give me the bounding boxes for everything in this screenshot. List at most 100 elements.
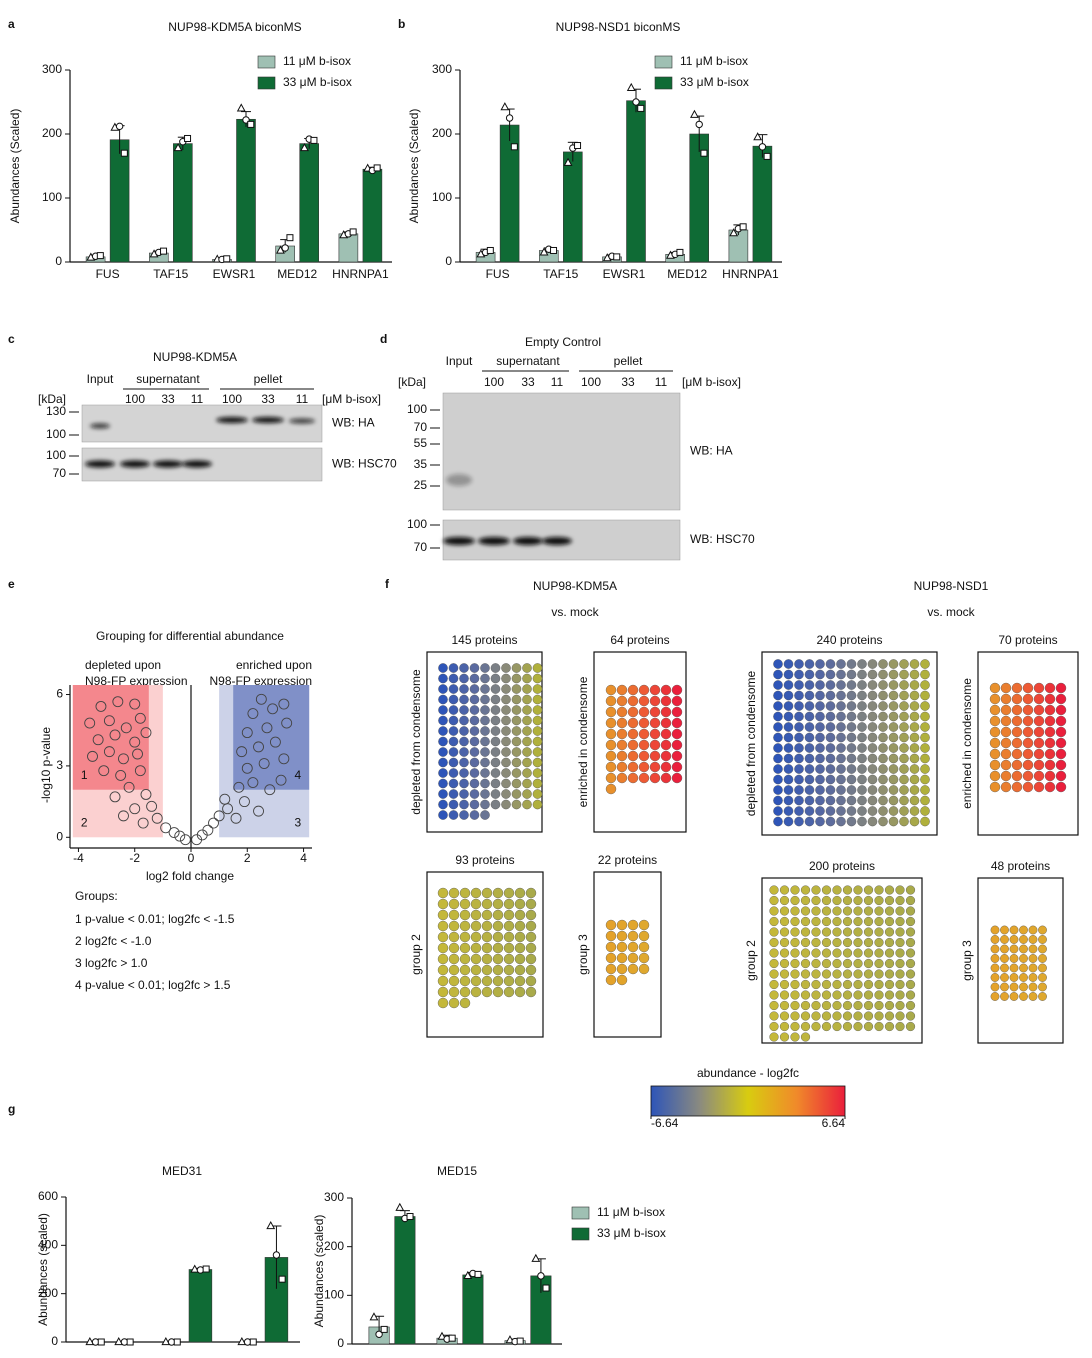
protein-dot xyxy=(511,673,522,684)
protein-dot xyxy=(895,948,905,958)
protein-dot xyxy=(1000,925,1009,935)
grid-box xyxy=(593,651,687,833)
point xyxy=(233,781,245,793)
protein-dot xyxy=(867,785,878,795)
bar xyxy=(299,143,319,263)
replicate-point xyxy=(531,1253,541,1262)
protein-dot xyxy=(480,757,490,768)
concentration: 11 xyxy=(296,392,309,406)
protein-dot xyxy=(469,757,480,768)
protein-dot xyxy=(804,690,815,701)
protein-dot xyxy=(779,1011,790,1021)
point xyxy=(253,805,264,817)
protein-dot xyxy=(638,941,650,953)
replicate-point xyxy=(97,1338,105,1346)
protein-dot xyxy=(811,1021,821,1032)
protein-dot xyxy=(627,728,639,740)
protein-dot xyxy=(448,789,459,799)
protein-dot xyxy=(773,753,783,764)
protein-dot xyxy=(815,722,825,732)
protein-dot xyxy=(779,1021,790,1032)
protein-dot xyxy=(469,715,480,726)
x-tick-label: TAF15 xyxy=(153,267,188,281)
protein-dot xyxy=(990,973,1000,982)
y-axis-label: -log10 p-value xyxy=(39,727,53,803)
concentration: 11 xyxy=(551,375,564,389)
protein-dot xyxy=(846,722,857,732)
protein-dot xyxy=(480,726,490,736)
protein-dot xyxy=(503,986,515,998)
protein-dot xyxy=(525,942,537,954)
protein-dot xyxy=(832,895,842,906)
protein-dot xyxy=(832,979,842,990)
protein-dot xyxy=(790,885,800,895)
protein-dot xyxy=(989,715,1001,727)
chart-title: NUP98-NSD1 biconMS xyxy=(556,20,681,34)
bar xyxy=(462,1274,484,1345)
protein-dot xyxy=(1055,704,1067,716)
protein-dot xyxy=(867,680,878,690)
protein-dot xyxy=(773,764,783,774)
protein-dot xyxy=(905,895,916,906)
protein-dot xyxy=(895,990,905,1000)
protein-dot xyxy=(878,659,888,669)
protein-dot xyxy=(638,706,650,718)
protein-dot xyxy=(867,774,878,785)
protein-dot xyxy=(627,919,639,931)
concentration: 11 xyxy=(655,375,668,389)
protein-dot xyxy=(448,997,460,1009)
protein-dot xyxy=(794,806,804,816)
protein-dot xyxy=(480,684,490,694)
protein-dot xyxy=(522,705,532,715)
protein-dot xyxy=(769,885,779,895)
protein-dot xyxy=(469,694,480,705)
protein-dot xyxy=(846,659,857,669)
blot-band xyxy=(85,460,115,468)
protein-dot xyxy=(899,690,909,701)
protein-dot xyxy=(794,795,804,806)
concentration: 100 xyxy=(581,375,601,389)
protein-dot xyxy=(480,663,490,673)
protein-dot xyxy=(459,663,469,673)
protein-dot xyxy=(649,717,661,729)
protein-dot xyxy=(842,906,853,916)
replicate-point xyxy=(695,120,703,129)
protein-dot xyxy=(1028,925,1038,935)
protein-dot xyxy=(815,774,825,785)
protein-dot xyxy=(794,743,804,753)
protein-dot xyxy=(1000,759,1012,771)
protein-dot xyxy=(888,669,899,680)
point xyxy=(241,762,253,774)
point xyxy=(213,810,225,822)
protein-dot xyxy=(804,753,815,764)
protein-dot xyxy=(794,659,804,669)
protein-dot xyxy=(878,795,888,806)
protein-dot xyxy=(490,747,501,757)
colorbar-label: abundance - log2fc xyxy=(697,1066,799,1080)
protein-dot xyxy=(853,927,863,937)
concentration: 100 xyxy=(484,375,504,389)
y-tick-label: 0 xyxy=(56,829,63,843)
protein-dot xyxy=(857,743,867,753)
protein-dot xyxy=(514,986,526,998)
protein-dot xyxy=(863,885,874,895)
replicate-point xyxy=(380,1325,388,1333)
protein-dot xyxy=(825,701,836,711)
protein-dot xyxy=(616,695,628,707)
protein-dot xyxy=(605,684,617,696)
protein-dot xyxy=(874,895,884,906)
protein-dot xyxy=(1044,748,1056,760)
blot-band xyxy=(513,537,543,545)
protein-dot xyxy=(1011,704,1023,716)
point xyxy=(134,765,146,777)
protein-dot xyxy=(1011,748,1023,760)
region-label: 1 xyxy=(81,768,88,782)
protein-dot xyxy=(909,816,920,827)
protein-dot xyxy=(627,772,639,784)
protein-dot xyxy=(501,747,511,757)
replicate-point xyxy=(406,1212,414,1220)
protein-dot xyxy=(769,906,779,916)
protein-dot xyxy=(448,931,460,943)
protein-dot xyxy=(459,997,471,1009)
protein-dot xyxy=(832,1021,842,1032)
